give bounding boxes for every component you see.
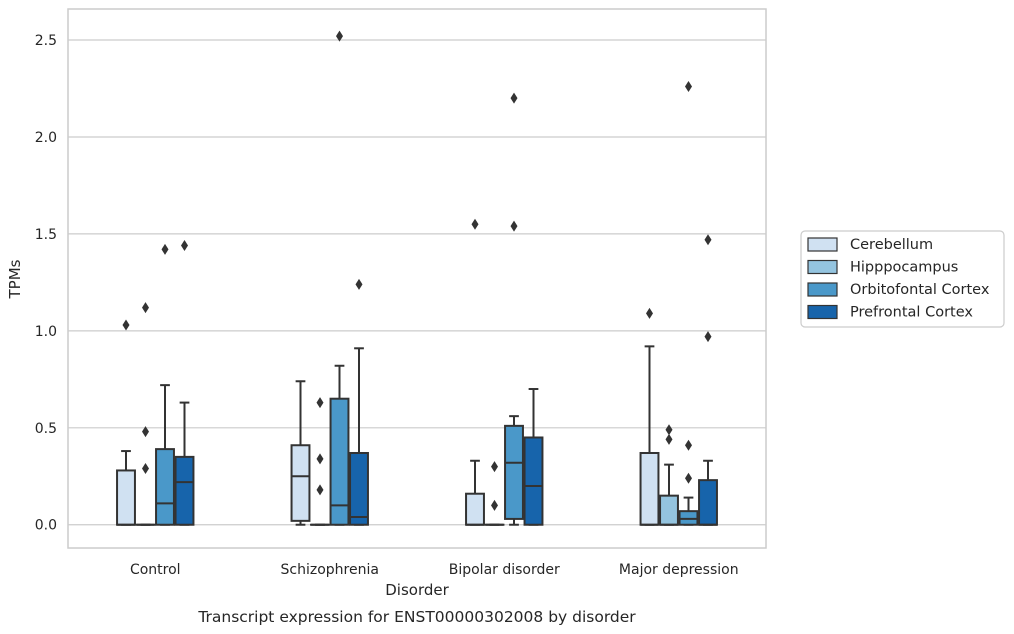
outlier-point [336, 30, 343, 42]
box-body [174, 455, 195, 526]
box-body [290, 444, 311, 522]
box-3-0 [174, 240, 195, 526]
box-body [659, 494, 679, 526]
box-body [116, 469, 136, 526]
outlier-point [685, 472, 692, 484]
box-body [329, 397, 350, 526]
box-body [523, 436, 544, 526]
chart-caption: Transcript expression for ENST0000030200… [197, 608, 636, 626]
outlier-point [181, 240, 188, 252]
legend-label: Orbitofontal Cortex [850, 282, 990, 298]
x-tick-label: Major depression [619, 562, 739, 578]
outlier-point [142, 463, 149, 475]
y-tick-label: 1.5 [35, 227, 57, 243]
box-2-2 [504, 92, 524, 526]
outlier-point [491, 461, 498, 473]
legend-label: Prefrontal Cortex [850, 305, 973, 321]
outlier-point [491, 499, 498, 511]
x-tick-label: Control [130, 562, 181, 578]
outlier-point [665, 433, 673, 445]
box-body [639, 451, 660, 526]
box-2-1 [329, 30, 350, 526]
box-0-3 [639, 307, 660, 526]
box-0-0 [116, 319, 136, 526]
legend-swatch [807, 282, 838, 297]
box-3-1 [349, 278, 369, 526]
box-3-2 [523, 388, 544, 526]
box-0-2 [465, 218, 485, 526]
legend-swatch [807, 304, 838, 320]
outlier-point [685, 439, 692, 451]
legend-swatch [807, 237, 838, 252]
outlier-point [665, 424, 673, 436]
outlier-point [122, 319, 130, 331]
y-tick-label: 0.5 [35, 421, 57, 437]
box-body [465, 492, 485, 526]
x-tick-label: Bipolar disorder [449, 562, 560, 578]
outlier-point [646, 307, 653, 319]
y-tick-label: 2.0 [35, 130, 57, 146]
box-body [349, 451, 369, 526]
box-0-1 [290, 380, 311, 526]
outlier-point [510, 220, 518, 232]
plot-area: 0.0 0.5 1.0 1.5 2.0 2.5 Control Schizophrenia Bi… [35, 8, 767, 578]
box-1-2 [484, 461, 505, 526]
y-tick-label: 2.5 [35, 33, 57, 49]
box-1-1 [310, 397, 330, 526]
legend-frame [800, 230, 1005, 328]
outlier-point [142, 302, 149, 314]
outlier-point [685, 81, 692, 93]
legend-label: Cerebellum [850, 237, 933, 253]
box-1-0 [135, 302, 156, 526]
outlier-point [704, 234, 712, 246]
box-body [155, 448, 175, 526]
outlier-point [510, 92, 518, 104]
outlier-point [355, 278, 363, 290]
outlier-point [704, 331, 712, 343]
outlier-point [316, 397, 324, 409]
x-tick-label: Schizophrenia [281, 562, 379, 578]
box-1-3 [659, 424, 679, 526]
box-body [504, 424, 524, 520]
y-axis-label: TPMs [6, 259, 24, 299]
outlier-point [316, 453, 324, 465]
legend-swatch [807, 259, 838, 275]
box-body [698, 479, 718, 526]
box-2-3 [678, 81, 699, 526]
outlier-point [161, 243, 169, 255]
box-3-3 [698, 234, 718, 526]
x-axis-label: Disorder [385, 581, 449, 599]
outlier-point [142, 426, 149, 438]
legend-label: Hipppocampus [850, 260, 958, 276]
y-tick-label: 0.0 [35, 518, 57, 534]
box-2-0 [155, 243, 175, 526]
y-tick-label: 1.0 [35, 324, 57, 340]
outlier-point [316, 484, 324, 496]
outlier-point [471, 218, 479, 230]
plot-frame [67, 8, 767, 549]
legend: Cerebellum Hipppocampus Orbitofontal Corte… [800, 230, 1005, 328]
